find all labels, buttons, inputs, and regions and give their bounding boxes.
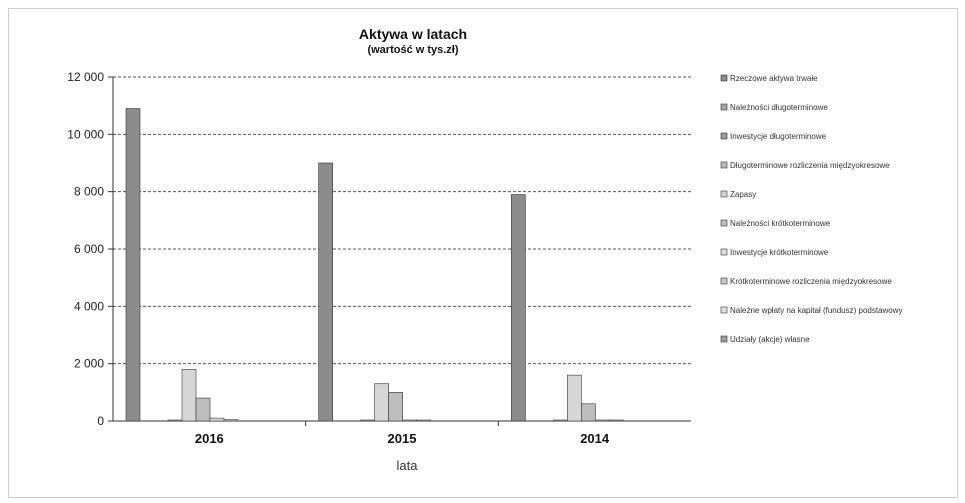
legend-label: Rzeczowe aktywa trwałe (730, 74, 818, 83)
bar (553, 419, 568, 422)
bar (125, 108, 141, 422)
chart: Aktywa w latach (wartość w tys.zł) 0 2 00… (67, 26, 903, 473)
legend-label: Długoterminowe rozliczenia międzyokresow… (730, 161, 890, 170)
bar (167, 419, 183, 422)
bar (209, 417, 225, 422)
legend-label: Udziały (akcje) własne (730, 335, 810, 344)
legend: Rzeczowe aktywa trwałe Należności długote… (720, 74, 903, 344)
bar (223, 419, 239, 422)
chart-frame: Aktywa w latach (wartość w tys.zł) 0 2 00… (8, 8, 958, 498)
y-tick-label: 0 (97, 414, 104, 428)
legend-swatch (720, 103, 728, 111)
legend-swatch (720, 190, 728, 198)
legend-label: Inwestycje krótkoterminowe (730, 248, 829, 257)
legend-label: Zapasy (730, 190, 756, 199)
legend-swatch (720, 306, 728, 314)
bar (567, 374, 582, 422)
legend-swatch (720, 132, 728, 140)
bar (360, 419, 375, 422)
bar (374, 383, 389, 422)
legend-swatch (720, 335, 728, 343)
legend-label: Krótkoterminowe rozliczenia międzyokreso… (730, 277, 892, 286)
x-axis-label: lata (397, 458, 419, 473)
legend-swatch (720, 277, 728, 285)
x-tick-label: 2015 (388, 431, 417, 446)
chart-title: Aktywa w latach (359, 26, 467, 42)
bar (511, 194, 526, 422)
y-tick-label: 2 000 (74, 357, 104, 371)
bar (595, 419, 610, 422)
bar (609, 419, 624, 422)
legend-swatch (720, 248, 728, 256)
gridlines (113, 76, 691, 365)
legend-label: Należności długoterminowe (730, 103, 828, 112)
bars (125, 108, 624, 422)
bar (388, 392, 403, 422)
y-tick-label: 8 000 (74, 185, 104, 199)
legend-label: Inwestycje długoterminowe (730, 132, 827, 141)
bar (402, 419, 417, 422)
legend-swatch (720, 74, 728, 82)
legend-label: Należne wpłaty na kapitał (fundusz) pods… (730, 306, 903, 315)
bar (195, 397, 211, 422)
legend-swatch (720, 161, 728, 169)
legend-swatch (720, 219, 728, 227)
bar (416, 419, 431, 422)
legend-label: Należności krótkoterminowe (730, 219, 831, 228)
y-tick-label: 10 000 (67, 127, 104, 141)
y-tick-label: 4 000 (74, 299, 104, 313)
axis-labels: 0 2 000 4 000 6 000 8 000 10 000 12 000 2016 201… (67, 70, 610, 446)
y-tick-label: 6 000 (74, 242, 104, 256)
bar (181, 369, 197, 422)
y-tick-label: 12 000 (67, 70, 104, 84)
bar (581, 403, 596, 422)
x-tick-label: 2016 (195, 431, 224, 446)
x-tick-label: 2014 (580, 431, 610, 446)
bar (318, 162, 333, 422)
chart-subtitle: (wartość w tys.zł) (367, 44, 458, 56)
